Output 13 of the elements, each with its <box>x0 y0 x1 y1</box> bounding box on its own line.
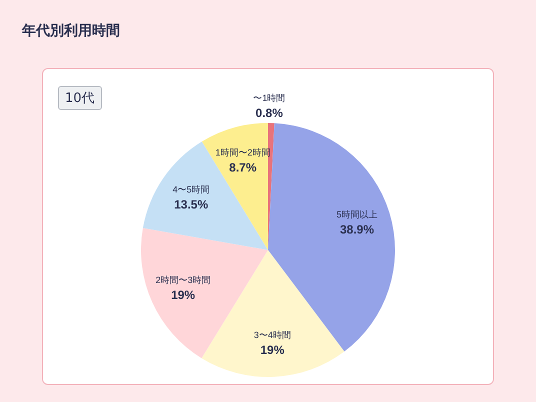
data-label: 0.8% <box>256 106 284 120</box>
slice-label: 5時間以上 <box>336 210 378 220</box>
data-label: 19% <box>260 342 285 357</box>
chart-title: 年代別利用時間 <box>22 22 120 40</box>
slice-label: 〜1時間 <box>253 93 286 103</box>
slice-label: 2時間〜3時間 <box>156 275 211 286</box>
slice-label: 3〜4時間 <box>254 330 291 340</box>
data-label: 8.7% <box>229 160 257 174</box>
data-label: 19% <box>171 288 196 302</box>
data-label: 38.9% <box>340 222 374 237</box>
slice-label: 4〜5時間 <box>172 184 210 195</box>
text: 10代 <box>58 86 102 110</box>
data-label: 13.5% <box>174 198 208 212</box>
